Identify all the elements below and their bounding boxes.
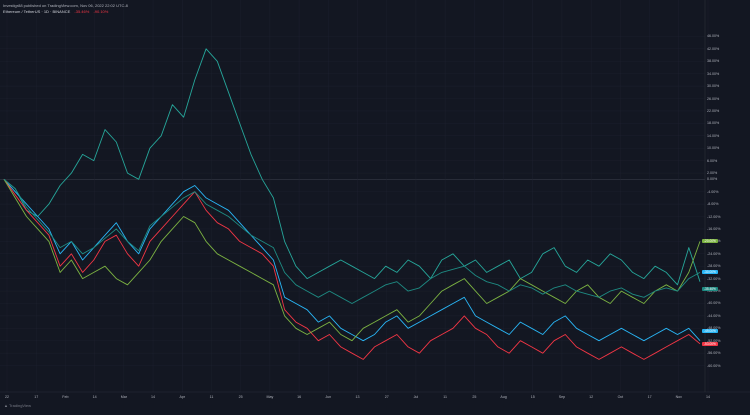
x-tick-label: 16 (297, 395, 302, 399)
x-tick-label: 17 (34, 395, 39, 399)
y-tick-label: 46.00% (707, 34, 720, 39)
y-tick-label: 14.00% (707, 133, 720, 138)
series-line-5 (3, 178, 701, 304)
value-badge: -53.00% (702, 341, 718, 346)
y-tick-label: 0.00% (707, 177, 718, 182)
y-tick-label: 6.00% (707, 158, 718, 163)
x-tick-label: 27 (384, 395, 389, 399)
value-badge: -30.00% (702, 270, 718, 275)
series-line-2 (3, 178, 701, 342)
x-tick-label: May (266, 395, 274, 399)
watermark-text: TradingView (9, 403, 32, 408)
x-tick-label: Feb (62, 395, 69, 399)
x-tick-label: Mar (120, 395, 127, 399)
x-tick-label: 25 (472, 395, 477, 399)
y-tick-label: 22.00% (707, 108, 720, 113)
x-tick-label: 11 (209, 395, 214, 399)
series-line-1 (3, 48, 701, 286)
y-tick-label: 34.00% (707, 71, 720, 76)
x-tick-label: 13 (355, 395, 360, 399)
x-tick-label: Jun (325, 395, 332, 399)
x-tick-label: Nov (675, 395, 682, 399)
x-tick-label: 22 (5, 395, 9, 399)
tradingview-logo-icon: ▲ (4, 403, 8, 408)
y-tick-label: -12.00% (707, 214, 721, 219)
x-tick-label: Apr (179, 395, 186, 399)
x-tick-label: 14 (151, 395, 156, 399)
y-tick-label: -24.00% (707, 251, 721, 256)
x-tick-label: Sep (558, 395, 566, 399)
x-tick-label: 25 (238, 395, 243, 399)
y-tick-label: -44.00% (707, 313, 721, 318)
legend-change-a: -35.46% (74, 9, 90, 14)
y-tick-label: 42.00% (707, 46, 720, 51)
value-badge: -49.00% (702, 329, 718, 334)
y-tick-label: -52.00% (707, 338, 721, 343)
legend-change-b: -90.10% (93, 9, 109, 14)
y-tick-label: 38.00% (707, 59, 720, 64)
y-tick-label: -40.00% (707, 301, 721, 306)
x-tick-label: 12 (589, 395, 594, 399)
publisher-line: Investigr88 published on TradingView.com… (3, 3, 128, 8)
x-tick-label: 14 (92, 395, 97, 399)
symbol-line: Ethereum / TetherUS · 1D · BINANCE (3, 9, 71, 14)
x-tick-label: 15 (530, 395, 535, 399)
x-tick-label: Oct (617, 395, 624, 399)
y-tick-label: -32.00% (707, 276, 721, 281)
x-tick-label: 14 (706, 395, 710, 399)
x-tick-label: Aug (500, 395, 507, 399)
y-tick-label: 10.00% (707, 146, 720, 151)
y-tick-label: -60.00% (707, 363, 721, 368)
y-tick-label: -48.00% (707, 326, 721, 331)
x-tick-label: 11 (443, 395, 447, 399)
y-tick-label: 18.00% (707, 121, 720, 126)
value-badge: -35.46% (702, 287, 718, 292)
y-tick-label: 26.00% (707, 96, 720, 101)
y-tick-label: 30.00% (707, 84, 720, 89)
x-tick-label: 17 (647, 395, 652, 399)
symbol-legend: Ethereum / TetherUS · 1D · BINANCE -35.4… (3, 9, 108, 14)
x-tick-label: Jul (413, 395, 419, 399)
y-tick-label: 2.00% (707, 171, 718, 176)
y-tick-label: -4.00% (707, 189, 719, 194)
tradingview-logo: ▲ TradingView (4, 403, 31, 408)
series-line-3 (3, 179, 701, 360)
y-tick-label: -8.00% (707, 202, 719, 207)
y-tick-label: -28.00% (707, 264, 721, 269)
y-tick-label: -56.00% (707, 351, 721, 356)
y-tick-label: -16.00% (707, 226, 721, 231)
series-line-4 (3, 179, 701, 342)
value-badge: -20.00% (702, 239, 718, 244)
